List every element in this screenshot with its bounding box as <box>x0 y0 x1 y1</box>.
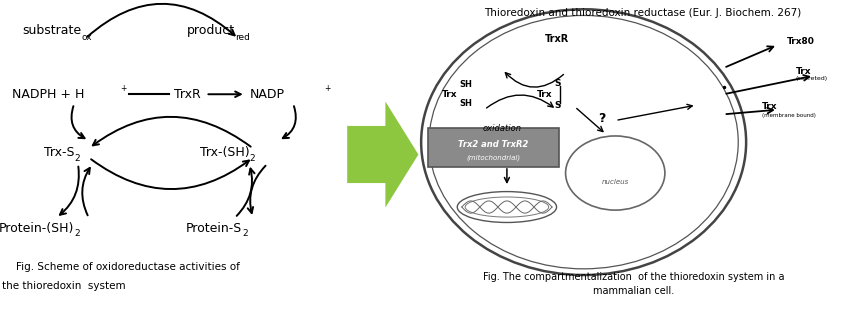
FancyBboxPatch shape <box>428 128 559 167</box>
Text: ?: ? <box>598 112 605 125</box>
Text: Trx80: Trx80 <box>786 37 815 46</box>
Text: Protein-S: Protein-S <box>186 222 242 235</box>
Text: S: S <box>555 79 561 88</box>
Text: Fig. The compartmentalization  of the thioredoxin system in a: Fig. The compartmentalization of the thi… <box>483 272 784 281</box>
Text: TrxR: TrxR <box>544 34 569 44</box>
Text: (secreted): (secreted) <box>796 76 828 81</box>
FancyArrow shape <box>347 101 418 208</box>
Text: mammalian cell.: mammalian cell. <box>593 286 674 296</box>
Text: oxidation: oxidation <box>483 124 522 133</box>
Text: 2: 2 <box>75 229 80 239</box>
Text: TrxR: TrxR <box>174 88 201 101</box>
Text: NADP: NADP <box>249 88 285 101</box>
Text: Protein-(SH): Protein-(SH) <box>0 222 75 235</box>
Text: (membrane bound): (membrane bound) <box>762 113 816 118</box>
Text: Trx: Trx <box>796 66 812 76</box>
Text: product: product <box>187 24 234 37</box>
Text: 2: 2 <box>242 229 247 239</box>
Text: Trx: Trx <box>536 90 552 99</box>
Text: Thioredoxin and thioredoxin reductase (Eur. J. Biochem. 267): Thioredoxin and thioredoxin reductase (E… <box>483 8 801 18</box>
Text: Trx: Trx <box>442 90 457 99</box>
Text: +: + <box>324 83 331 93</box>
Text: red: red <box>234 33 250 42</box>
Text: 2: 2 <box>75 154 80 163</box>
Text: Trx-(SH): Trx-(SH) <box>200 146 249 159</box>
Text: SH: SH <box>459 99 472 108</box>
Text: Trx: Trx <box>762 102 778 111</box>
Text: ox: ox <box>82 33 92 42</box>
Text: Trx2 and TrxR2: Trx2 and TrxR2 <box>458 140 529 149</box>
Text: NADPH + H: NADPH + H <box>12 88 85 101</box>
Text: S: S <box>555 100 561 110</box>
Text: the thioredoxin  system: the thioredoxin system <box>2 281 125 291</box>
Text: Fig. Scheme of oxidoreductase activities of: Fig. Scheme of oxidoreductase activities… <box>16 262 240 272</box>
Text: (mitochondrial): (mitochondrial) <box>466 154 521 161</box>
Text: nucleus: nucleus <box>602 179 628 185</box>
Text: Trx-S: Trx-S <box>43 146 75 159</box>
Text: 2: 2 <box>249 154 255 163</box>
Text: +: + <box>120 83 126 93</box>
Text: substrate: substrate <box>23 24 82 37</box>
Text: SH: SH <box>459 80 472 90</box>
